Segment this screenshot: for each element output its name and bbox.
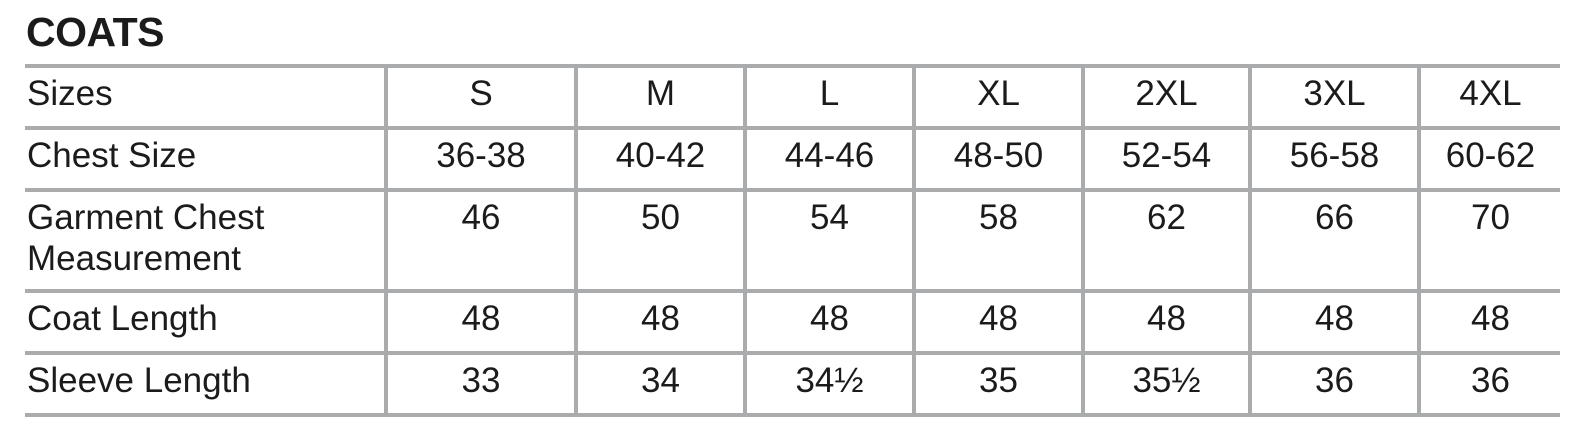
cell-coat-length-xl: 48 — [912, 288, 1085, 355]
row-label-chest-size: Chest Size — [25, 126, 388, 192]
cell-sleeve-length-xl: 35 — [912, 350, 1085, 417]
cell-coat-length-2xl: 48 — [1081, 288, 1252, 355]
page-title: COATS — [26, 9, 164, 55]
cell-garment-chest-m: 50 — [574, 188, 747, 293]
cell-coat-length-s: 48 — [384, 288, 578, 355]
table-row-coat-length: Coat Length 48 48 48 48 48 48 48 — [25, 288, 1560, 355]
table-row-sizes: Sizes S M L XL 2XL 3XL 4XL — [25, 64, 1560, 130]
cell-sleeve-length-m: 34 — [574, 350, 747, 417]
cell-chest-size-l: 44-46 — [743, 126, 916, 192]
page: COATS Sizes S M L XL 2XL 3XL 4XL — [25, 9, 1560, 417]
cell-garment-chest-l: 54 — [743, 188, 916, 293]
cell-sleeve-length-l: 34½ — [743, 350, 916, 417]
cell-chest-size-xl: 48-50 — [912, 126, 1085, 192]
cell-chest-size-3xl: 56-58 — [1248, 126, 1421, 192]
cell-sleeve-length-2xl: 35½ — [1081, 350, 1252, 417]
cell-garment-chest-s: 46 — [384, 188, 578, 293]
column-header-m: M — [574, 64, 747, 130]
table-row-chest-size: Chest Size 36-38 40-42 44-46 48-50 52-54… — [25, 126, 1560, 192]
cell-garment-chest-2xl: 62 — [1081, 188, 1252, 293]
column-header-s: S — [384, 64, 578, 130]
column-header-4xl: 4XL — [1417, 64, 1560, 130]
cell-sleeve-length-3xl: 36 — [1248, 350, 1421, 417]
coats-size-chart-table: Sizes S M L XL 2XL 3XL 4XL Chest Size 36… — [25, 64, 1560, 417]
cell-chest-size-2xl: 52-54 — [1081, 126, 1252, 192]
cell-coat-length-4xl: 48 — [1417, 288, 1560, 355]
column-header-l: L — [743, 64, 916, 130]
cell-garment-chest-4xl: 70 — [1417, 188, 1560, 293]
cell-chest-size-m: 40-42 — [574, 126, 747, 192]
row-label-garment-chest: Garment Chest Measurement — [25, 188, 388, 293]
cell-sleeve-length-s: 33 — [384, 350, 578, 417]
cell-coat-length-l: 48 — [743, 288, 916, 355]
table-row-garment-chest: Garment Chest Measurement 46 50 54 58 62… — [25, 188, 1560, 293]
cell-chest-size-4xl: 60-62 — [1417, 126, 1560, 192]
column-header-xl: XL — [912, 64, 1085, 130]
column-header-2xl: 2XL — [1081, 64, 1252, 130]
cell-garment-chest-3xl: 66 — [1248, 188, 1421, 293]
row-label-sizes: Sizes — [25, 64, 388, 130]
cell-chest-size-s: 36-38 — [384, 126, 578, 192]
row-label-sleeve-length: Sleeve Length — [25, 350, 388, 417]
cell-coat-length-3xl: 48 — [1248, 288, 1421, 355]
cell-garment-chest-xl: 58 — [912, 188, 1085, 293]
row-label-coat-length: Coat Length — [25, 288, 388, 355]
table-row-sleeve-length: Sleeve Length 33 34 34½ 35 35½ 36 36 — [25, 350, 1560, 417]
cell-coat-length-m: 48 — [574, 288, 747, 355]
cell-sleeve-length-4xl: 36 — [1417, 350, 1560, 417]
column-header-3xl: 3XL — [1248, 64, 1421, 130]
